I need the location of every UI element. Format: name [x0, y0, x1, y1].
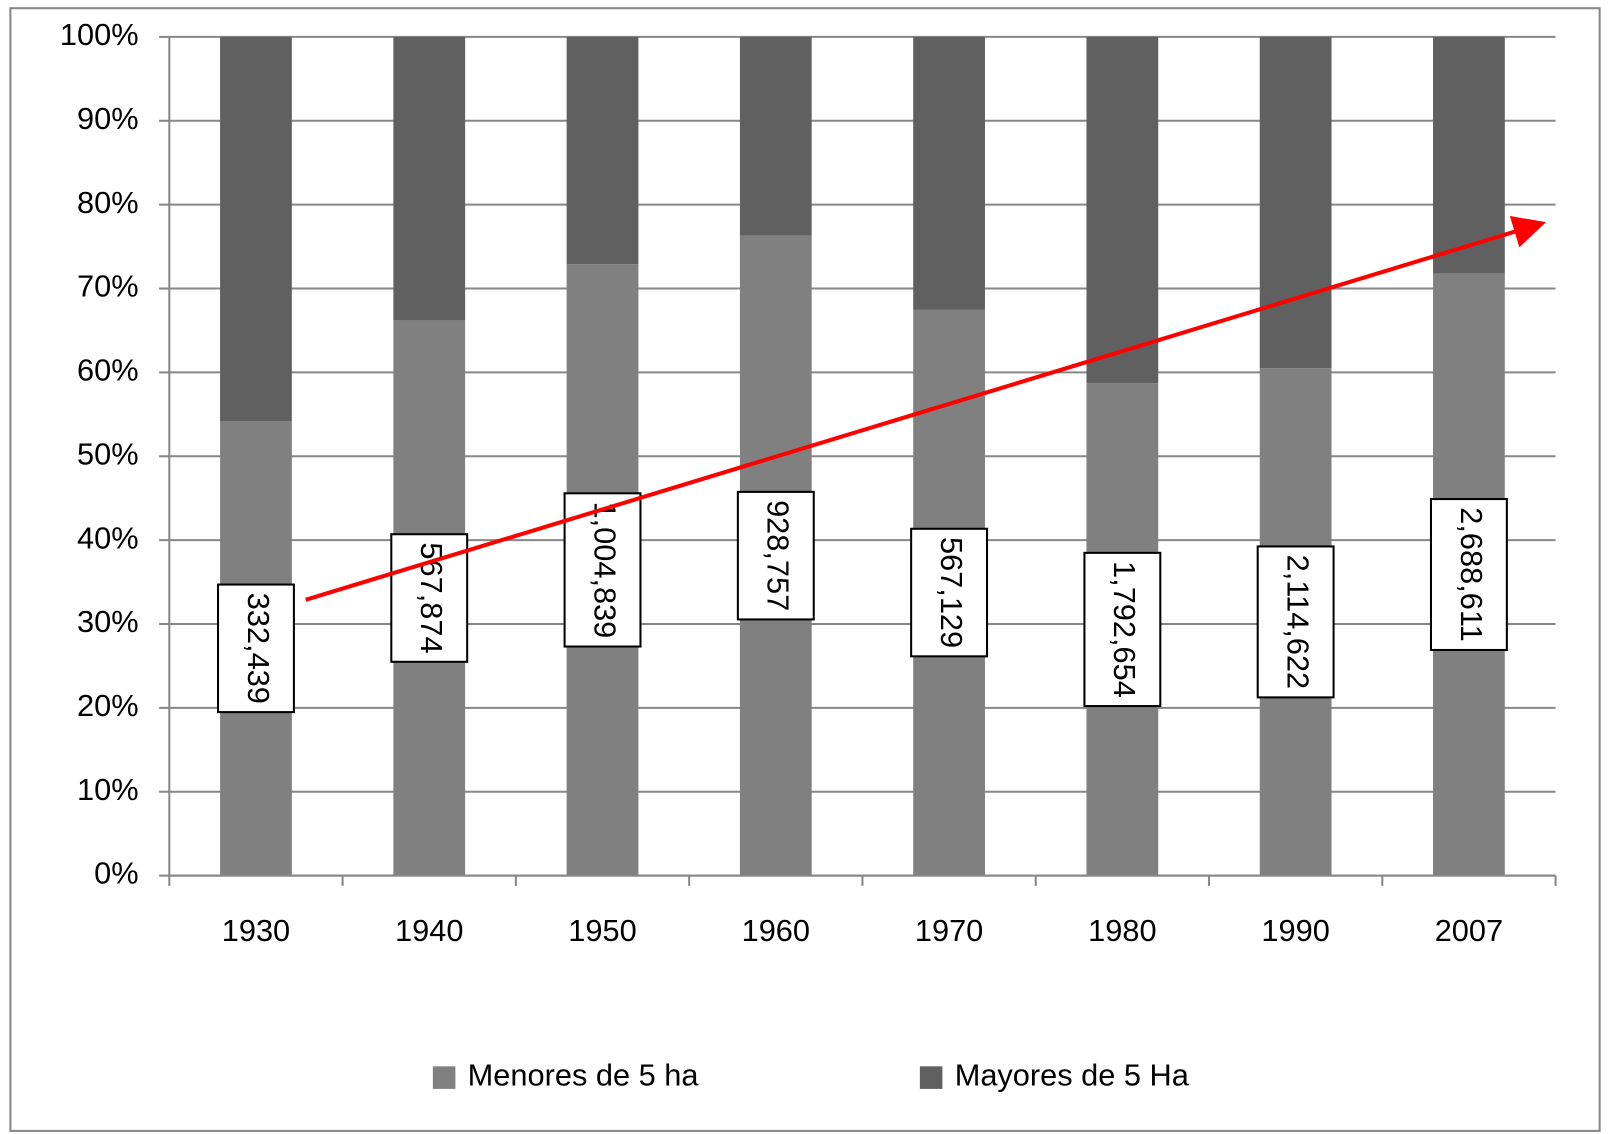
bar-label-box: [736, 490, 815, 621]
legend-swatch: [919, 1066, 943, 1089]
y-tick-label: 50%: [77, 436, 139, 471]
x-tick-label: 1990: [1261, 913, 1329, 948]
bar-label-box: [1256, 545, 1335, 699]
y-tick-label: 40%: [77, 520, 139, 555]
bar-label: 332,439: [241, 593, 276, 704]
bar-label-box: [1429, 498, 1508, 652]
bar-segment: [1086, 36, 1159, 384]
y-tick-label: 100%: [60, 17, 139, 52]
legend-label: Mayores de 5 Ha: [955, 1058, 1190, 1093]
bar-label-box: [1083, 551, 1162, 708]
bar-label: 1,792,654: [1107, 561, 1142, 698]
y-tick-label: 20%: [77, 688, 139, 723]
bar-segment: [1259, 36, 1332, 369]
bar-label: 567,129: [934, 537, 969, 648]
bar-segment: [739, 36, 812, 236]
y-tick-label: 0%: [94, 856, 138, 891]
bar-segment: [566, 36, 639, 265]
x-tick-label: 1960: [742, 913, 810, 948]
y-tick-label: 80%: [77, 185, 139, 220]
x-tick-label: 1980: [1088, 913, 1156, 948]
y-tick-label: 10%: [77, 772, 139, 807]
legend-label: Menores de 5 ha: [468, 1058, 700, 1093]
bar-label-box: [217, 583, 295, 714]
x-tick-label: 1930: [222, 913, 290, 948]
x-tick-label: 2007: [1435, 913, 1503, 948]
bar-label: 2,688,611: [1454, 507, 1489, 642]
y-tick-label: 90%: [77, 101, 139, 136]
bar-segment: [220, 36, 292, 422]
x-tick-label: 1950: [568, 913, 636, 948]
y-tick-label: 60%: [77, 353, 139, 388]
bar-label: 928,757: [761, 500, 796, 611]
x-tick-label: 1940: [395, 913, 463, 948]
bar-label: 2,114,622: [1281, 555, 1316, 690]
bar-segment: [1433, 36, 1505, 274]
y-tick-label: 70%: [77, 269, 139, 304]
y-tick-label: 30%: [77, 604, 139, 639]
bar-label: 1,004,839: [587, 502, 622, 639]
bar-segment: [393, 36, 466, 321]
bar-label-box: [910, 527, 989, 658]
bar-segment: [913, 36, 985, 310]
x-tick-label: 1970: [915, 913, 983, 948]
trend-arrow: [305, 216, 1546, 602]
legend-swatch: [432, 1066, 456, 1089]
